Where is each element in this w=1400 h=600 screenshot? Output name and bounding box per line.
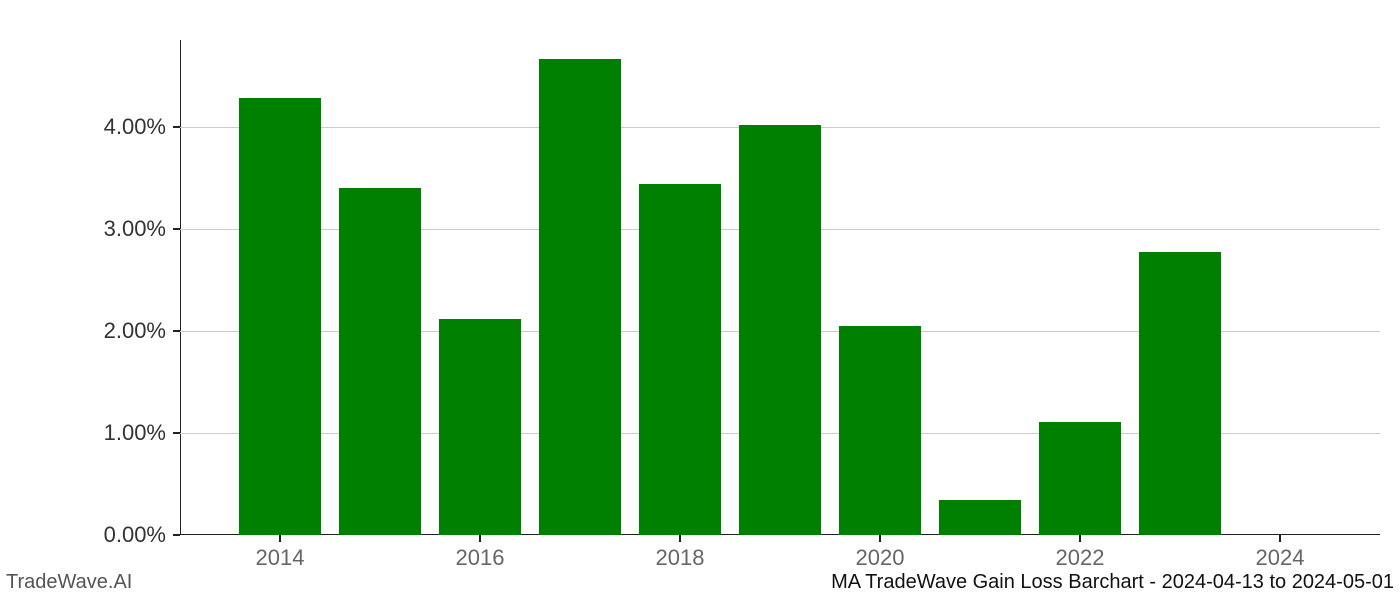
y-tick-label: 0.00% <box>104 522 180 548</box>
gain-loss-barchart: 0.00% 1.00% 2.00% 3.00% 4.00% 2014 2016 2018 202… <box>0 0 1400 600</box>
bar-2018 <box>639 184 721 535</box>
bar-2014 <box>239 98 321 535</box>
x-tick-label: 2016 <box>456 535 505 571</box>
x-tick-label: 2024 <box>1256 535 1305 571</box>
plot-area: 0.00%1.00%2.00%3.00%4.00%201420162018202… <box>180 40 1380 535</box>
x-tick-label: 2020 <box>856 535 905 571</box>
x-tick-label: 2018 <box>656 535 705 571</box>
x-tick-label: 2014 <box>256 535 305 571</box>
bar-2021 <box>939 500 1021 535</box>
watermark-left: TradeWave.AI <box>6 571 132 594</box>
bar-2017 <box>539 59 621 535</box>
bar-2015 <box>339 188 421 535</box>
y-tick-label: 1.00% <box>104 420 180 446</box>
y-tick-label: 4.00% <box>104 114 180 140</box>
y-axis <box>180 40 181 535</box>
chart-caption: MA TradeWave Gain Loss Barchart - 2024-0… <box>831 571 1394 594</box>
bar-2022 <box>1039 422 1121 535</box>
bar-2019 <box>739 125 821 535</box>
x-tick-label: 2022 <box>1056 535 1105 571</box>
bar-2016 <box>439 319 521 535</box>
y-tick-label: 2.00% <box>104 318 180 344</box>
y-tick-label: 3.00% <box>104 216 180 242</box>
bar-2020 <box>839 326 921 535</box>
bar-2023 <box>1139 252 1221 535</box>
